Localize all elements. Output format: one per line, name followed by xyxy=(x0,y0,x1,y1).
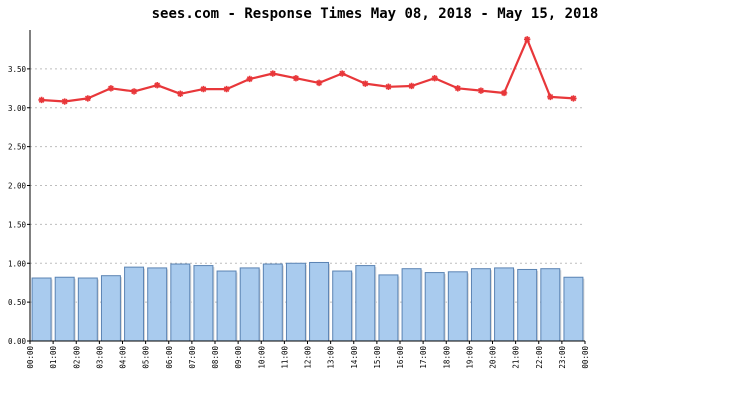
axis-layer xyxy=(27,30,586,344)
bar xyxy=(262,263,283,342)
y-tick-label: 3.50 xyxy=(8,65,27,74)
line-point xyxy=(38,96,45,104)
bar xyxy=(124,266,145,342)
line-point xyxy=(130,88,138,95)
y-tick-label: 2.50 xyxy=(8,143,27,152)
line-point xyxy=(500,89,508,97)
x-tick-label: 00:00 xyxy=(26,346,35,369)
line-point xyxy=(200,85,207,93)
x-tick-label: 01:00 xyxy=(49,346,58,369)
x-tick-label: 09:00 xyxy=(234,346,243,369)
x-tick-label: 07:00 xyxy=(188,346,197,369)
bar xyxy=(170,263,191,342)
bar xyxy=(54,276,75,342)
bar xyxy=(540,268,561,342)
line-point xyxy=(84,95,92,102)
bar xyxy=(355,265,376,342)
x-tick-label: 21:00 xyxy=(512,346,521,369)
y-tick-label: 0.00 xyxy=(8,337,27,346)
chart-title: sees.com - Response Times May 08, 2018 -… xyxy=(152,6,599,22)
x-tick-label: 12:00 xyxy=(304,346,313,369)
y-tick-label: 1.50 xyxy=(8,220,27,229)
bar xyxy=(401,268,422,342)
line-point xyxy=(570,95,577,102)
x-tick-label: 19:00 xyxy=(465,346,474,369)
bar xyxy=(424,272,445,342)
x-tick-label: 00:00 xyxy=(581,346,590,369)
y-tick-label: 3.00 xyxy=(8,104,27,113)
x-tick-label: 20:00 xyxy=(489,346,498,369)
bar xyxy=(285,262,306,342)
bar xyxy=(332,270,353,342)
line-point xyxy=(107,85,115,92)
line-point xyxy=(547,93,554,101)
bar xyxy=(239,267,260,342)
line-point xyxy=(454,85,462,92)
bar xyxy=(447,271,468,342)
x-tick-label: 10:00 xyxy=(257,346,266,369)
line-point xyxy=(408,82,415,90)
x-tick-label: 14:00 xyxy=(350,346,359,369)
line-point xyxy=(523,36,531,43)
bar xyxy=(517,268,538,342)
line-point xyxy=(61,98,68,105)
line-point xyxy=(269,70,277,77)
bar xyxy=(378,274,399,342)
x-tick-label: 22:00 xyxy=(535,346,544,369)
line-point xyxy=(477,87,485,94)
line-point xyxy=(292,75,300,82)
grid-layer xyxy=(30,68,585,303)
bar xyxy=(147,267,168,342)
x-tick-label: 03:00 xyxy=(95,346,104,369)
x-tick-label: 11:00 xyxy=(280,346,289,369)
line-point xyxy=(338,70,346,77)
bar xyxy=(216,270,237,342)
response-time-line xyxy=(41,38,574,103)
x-tick-label: 16:00 xyxy=(396,346,405,369)
line-point xyxy=(177,90,184,97)
y-tick-label: 2.00 xyxy=(8,182,27,191)
line-point xyxy=(246,75,253,83)
line-point xyxy=(362,80,369,87)
line-point xyxy=(223,85,230,93)
bars-layer xyxy=(31,261,585,342)
line-point xyxy=(385,83,392,90)
x-tick-label: 15:00 xyxy=(373,346,382,369)
x-tick-label: 08:00 xyxy=(211,346,220,369)
line-layer xyxy=(38,36,577,105)
bar xyxy=(309,261,330,342)
y-tick-labels: 0.00 0.50 1.00 1.50 2.00 2.50 3.00 3.50 xyxy=(8,65,27,346)
x-tick-label: 02:00 xyxy=(72,346,81,369)
x-tick-label: 17:00 xyxy=(419,346,428,369)
bar xyxy=(494,267,515,342)
x-tick-label: 13:00 xyxy=(327,346,336,369)
x-tick-label: 23:00 xyxy=(558,346,567,369)
bar xyxy=(470,268,491,342)
y-tick-label: 1.00 xyxy=(8,259,27,268)
line-point xyxy=(315,79,323,87)
x-tick-label: 04:00 xyxy=(119,346,128,369)
x-tick-label: 05:00 xyxy=(142,346,151,369)
bar xyxy=(31,277,52,342)
bar xyxy=(77,277,98,342)
y-tick-label: 0.50 xyxy=(8,298,27,307)
bar xyxy=(100,275,121,342)
line-point xyxy=(431,75,438,82)
bar xyxy=(563,276,584,342)
bar xyxy=(193,265,214,342)
x-tick-label: 06:00 xyxy=(165,346,174,369)
x-tick-labels: 00:00 01:00 02:00 03:00 04:00 05:00 06:00 07:00… xyxy=(26,346,590,369)
line-point xyxy=(153,82,161,89)
x-tick-label: 18:00 xyxy=(442,346,451,369)
